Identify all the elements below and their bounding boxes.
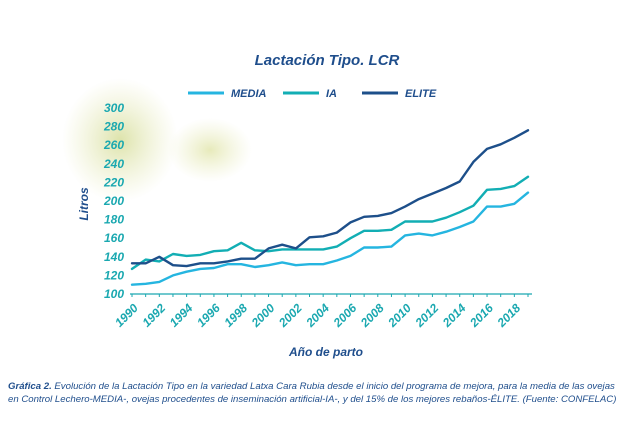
x-tick-label: 1998 xyxy=(221,301,250,330)
caption-text: Evolución de la Lactación Tipo en la var… xyxy=(8,381,617,405)
y-tick-label: 100 xyxy=(104,287,124,301)
y-tick-label: 160 xyxy=(104,231,124,245)
y-axis: 100 120 140 160 180 200 220 240 260 280 300 xyxy=(103,101,124,301)
x-tick-label: 2008 xyxy=(357,301,387,331)
x-tick-label: 1990 xyxy=(112,301,141,330)
y-tick-label: 200 xyxy=(103,194,124,208)
chart: Lactación Tipo. LCR MEDIA IA ELITE 1001201… xyxy=(62,52,532,359)
series-line-media xyxy=(130,191,530,286)
x-tick-label: 1992 xyxy=(139,301,168,330)
y-tick-label: 220 xyxy=(103,175,124,189)
x-tick-label: 2000 xyxy=(248,301,278,331)
y-tick-label: 240 xyxy=(103,157,124,171)
y-tick-label: 260 xyxy=(103,138,124,152)
x-tick-label: 1994 xyxy=(167,301,196,330)
y-tick-label: 180 xyxy=(104,213,124,227)
series-lines xyxy=(130,129,530,286)
x-tick-label: 2004 xyxy=(303,301,333,331)
x-tick-label: 2018 xyxy=(494,301,524,331)
background-leaf-shape xyxy=(168,118,252,182)
x-tick-label: 2014 xyxy=(439,301,469,331)
caption-lead: Gráfica 2. xyxy=(8,381,52,392)
y-axis-label: Litros xyxy=(77,187,91,221)
legend-label: IA xyxy=(326,88,337,100)
legend: MEDIA IA ELITE xyxy=(188,88,437,100)
x-axis: 1990199219941996199820002002200420062008… xyxy=(112,293,532,331)
x-tick-label: 2002 xyxy=(275,301,305,331)
legend-label: MEDIA xyxy=(231,88,267,100)
series-line-elite xyxy=(130,129,530,268)
x-tick-label: 2012 xyxy=(412,301,442,331)
x-tick-label: 2006 xyxy=(330,301,360,331)
y-tick-label: 120 xyxy=(104,268,124,282)
series-line-ia xyxy=(130,175,530,271)
chart-title: Lactación Tipo. LCR xyxy=(255,52,400,69)
y-tick-label: 140 xyxy=(104,250,124,264)
y-tick-label: 300 xyxy=(104,101,124,115)
figure-caption: Gráfica 2. Evolución de la Lactación Tip… xyxy=(8,380,628,406)
x-tick-label: 2016 xyxy=(466,301,496,331)
x-axis-label: Año de parto xyxy=(288,345,363,359)
y-tick-label: 280 xyxy=(103,120,124,134)
legend-label: ELITE xyxy=(405,88,437,100)
background-leaf-shape xyxy=(62,78,178,202)
x-tick-label: 2010 xyxy=(385,301,415,331)
x-tick-label: 1996 xyxy=(194,301,223,330)
